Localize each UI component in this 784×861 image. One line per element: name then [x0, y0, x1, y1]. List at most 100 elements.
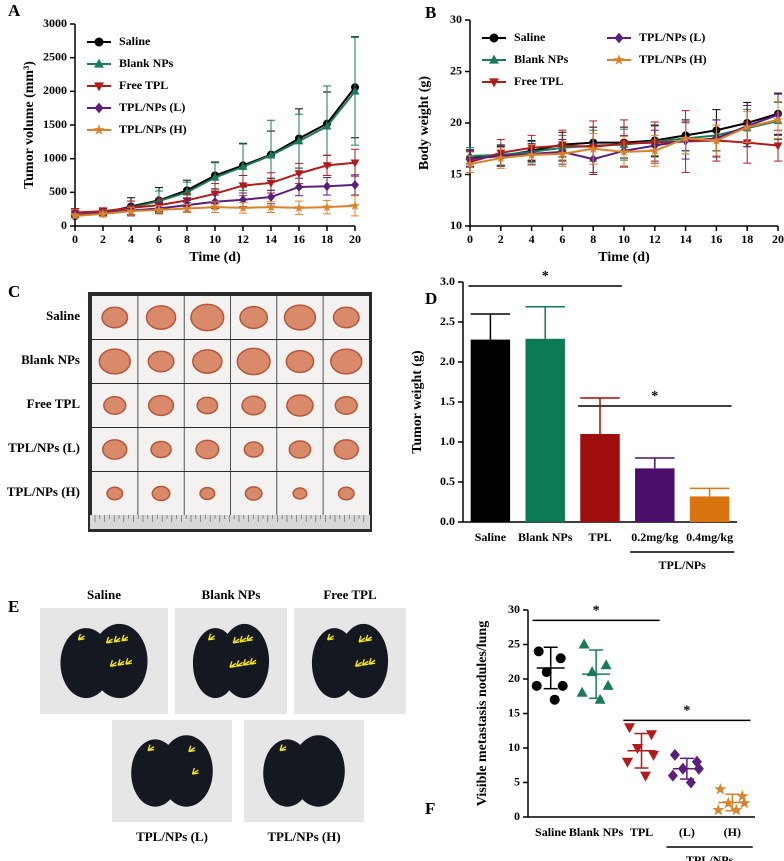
tumor — [288, 440, 312, 459]
panel-letter: B — [425, 3, 436, 22]
x-tick-label: 2 — [498, 232, 504, 246]
x-tick-label: 6 — [559, 232, 565, 246]
y-tick-label: 2.5 — [440, 314, 455, 328]
point — [773, 114, 783, 125]
arrow — [239, 635, 247, 643]
bar — [470, 339, 511, 522]
tumor — [98, 348, 131, 375]
y-axis-label: Tumor volume (mm³) — [22, 61, 37, 189]
y-tick-label: 0.5 — [440, 474, 455, 488]
photo-label: Saline — [87, 587, 121, 602]
point — [322, 201, 332, 212]
tumor — [103, 396, 127, 415]
tumor — [101, 306, 129, 329]
legend-label: Free TPL — [514, 74, 563, 88]
arrow — [207, 633, 215, 641]
point — [294, 202, 304, 213]
x-tick-label: 12 — [237, 232, 249, 246]
point — [533, 646, 544, 657]
tumor — [195, 439, 220, 460]
x-tick-label: 20 — [772, 232, 784, 246]
tumor — [150, 440, 172, 459]
y-tick-label: 15 — [450, 166, 462, 180]
point — [541, 667, 552, 678]
point — [531, 680, 542, 691]
x-tick-label: 0 — [72, 232, 78, 246]
tumor — [243, 441, 264, 458]
significance-label: * — [651, 389, 658, 404]
error-bar — [689, 487, 730, 497]
tumor — [102, 439, 128, 460]
point — [495, 152, 506, 163]
row-label: TPL/NPs (H) — [7, 484, 80, 499]
x-tick-label: 18 — [321, 232, 333, 246]
x-tick-label: 16 — [710, 232, 722, 246]
point — [323, 181, 331, 192]
point — [648, 750, 659, 761]
x-tick-label: 16 — [293, 232, 305, 246]
point — [182, 203, 192, 213]
group-label: TPL/NPs — [686, 853, 734, 861]
arrow — [326, 633, 334, 641]
error-bar — [635, 457, 675, 469]
error-bar — [525, 306, 565, 339]
x-tick-label: 4 — [529, 232, 535, 246]
legend-marker — [94, 82, 104, 92]
arrow — [105, 636, 113, 644]
tumor — [333, 439, 359, 460]
tumor — [244, 486, 263, 501]
y-tick-label: 5 — [514, 774, 520, 788]
tumor — [286, 394, 314, 417]
y-tick-label: 1.0 — [440, 434, 455, 448]
y-tick-label: 3000 — [43, 16, 67, 30]
arrow — [279, 744, 287, 752]
photo-label: TPL/NPs (L) — [136, 829, 208, 844]
tumor — [337, 486, 355, 501]
bar — [689, 496, 730, 522]
x-tick-label: 0 — [467, 232, 473, 246]
row-label: Free TPL — [27, 396, 81, 411]
x-tick-label: 0.4mg/kg — [686, 530, 733, 544]
y-axis-label: Body weight (g) — [417, 76, 432, 170]
y-tick-label: 1500 — [43, 117, 67, 131]
point — [555, 653, 566, 664]
legend-label: TPL/NPs (H) — [639, 52, 707, 66]
point — [238, 161, 248, 170]
x-tick-label: 8 — [590, 232, 596, 246]
lung-lobe — [160, 735, 213, 807]
point — [210, 201, 220, 212]
legend-label: TPL/NPs (H) — [119, 122, 187, 136]
tumor — [145, 305, 177, 330]
x-tick-label: (L) — [679, 825, 695, 839]
error-bar — [580, 397, 620, 434]
mean-sd — [627, 732, 656, 769]
x-tick-label: Blank NPs — [518, 530, 573, 544]
x-tick-label: 10 — [209, 232, 221, 246]
arrow — [109, 660, 117, 667]
arrow — [113, 635, 121, 643]
point — [126, 205, 136, 216]
legend-label: TPL/NPs (L) — [119, 100, 185, 114]
arrow — [361, 659, 369, 666]
arrow — [125, 657, 133, 665]
point — [526, 149, 537, 160]
tumor — [236, 347, 271, 376]
tumor — [283, 304, 317, 331]
mean-sd — [718, 793, 747, 812]
legend-marker — [614, 32, 624, 44]
tumor — [192, 349, 223, 374]
point — [711, 135, 722, 145]
panel-letter: E — [8, 597, 19, 616]
y-tick-label: 15 — [508, 705, 520, 719]
legend-label: Blank NPs — [119, 56, 174, 70]
legend-label: Blank NPs — [514, 52, 569, 66]
tumor — [334, 396, 358, 415]
arrow — [77, 633, 85, 641]
arrow — [249, 657, 257, 665]
row-label: Blank NPs — [21, 352, 80, 367]
x-axis-label: Time (d) — [598, 250, 650, 265]
point — [238, 202, 248, 213]
tumor — [106, 486, 124, 501]
point — [600, 659, 612, 670]
y-tick-label: 1.5 — [440, 394, 455, 408]
